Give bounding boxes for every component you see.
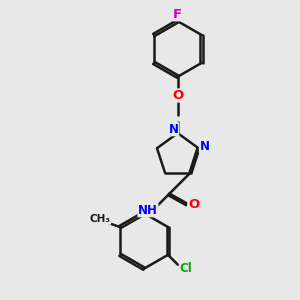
Text: NH: NH	[138, 204, 158, 217]
Text: F: F	[173, 8, 182, 21]
Text: O: O	[188, 198, 199, 211]
Text: N: N	[200, 140, 209, 153]
Text: CH₃: CH₃	[90, 214, 111, 224]
Text: Cl: Cl	[179, 262, 192, 275]
Text: O: O	[172, 89, 183, 102]
Text: N: N	[169, 123, 179, 136]
